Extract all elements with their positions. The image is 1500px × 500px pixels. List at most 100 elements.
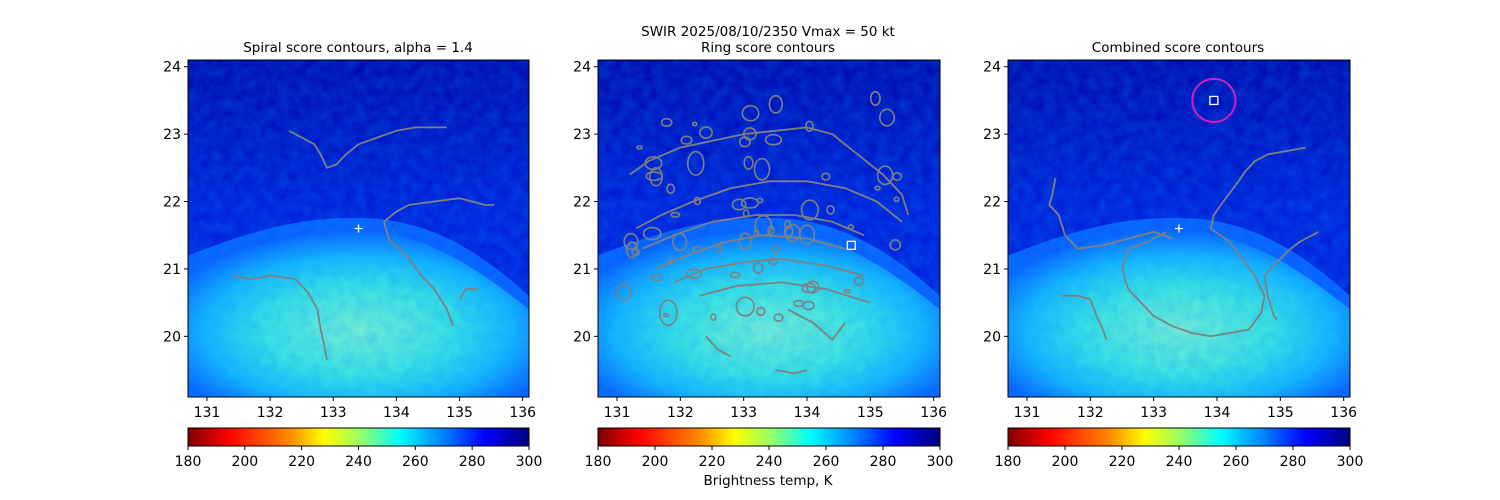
contour-blob — [821, 172, 831, 181]
x-axis-ticks: 131 132 133 134 135 136 — [604, 397, 947, 421]
colorbar-tick-label: 280 — [1280, 454, 1307, 470]
contour-blob — [680, 135, 693, 145]
x-tick-label: 133 — [320, 405, 347, 421]
contour-line — [635, 180, 903, 230]
plot-area — [187, 59, 530, 398]
contour-blob — [893, 196, 900, 203]
colorbar-tick-label: 260 — [813, 454, 840, 470]
panel-title: Spiral score contours, alpha = 1.4 — [243, 40, 473, 56]
x-tick-label: 135 — [1267, 405, 1294, 421]
contour-blob — [825, 205, 835, 215]
colorbar-tick-label: 220 — [1109, 454, 1136, 470]
y-tick-label: 21 — [983, 262, 1001, 278]
contour-blob — [741, 104, 760, 122]
contour-line — [1121, 146, 1306, 338]
contour-blob — [752, 262, 764, 274]
contour-blob — [843, 288, 852, 294]
contour-line — [1263, 231, 1319, 321]
x-tick-label: 131 — [194, 405, 221, 421]
contour-line — [288, 126, 447, 169]
y-tick-label: 24 — [573, 60, 591, 76]
contour-blob — [874, 185, 881, 191]
center-marker-plus — [354, 224, 363, 233]
colorbar-label: Brightness temp, K — [704, 473, 834, 489]
contour-blob — [668, 257, 675, 265]
contour-blob — [853, 276, 865, 286]
contour-blob — [806, 280, 820, 294]
x-tick-label: 133 — [730, 405, 757, 421]
colorbar-tick-label: 180 — [995, 454, 1022, 470]
contour-blob — [729, 271, 741, 279]
colorbar-tick-label: 280 — [870, 454, 897, 470]
x-tick-label: 134 — [383, 405, 410, 421]
x-tick-label: 131 — [604, 405, 631, 421]
contour-blob — [798, 224, 816, 245]
x-tick-label: 132 — [667, 405, 694, 421]
contour-line — [775, 369, 808, 375]
y-tick-label: 21 — [163, 262, 181, 278]
center-marker-square — [1209, 95, 1219, 106]
y-axis-ticks: 20 21 22 23 24 — [573, 60, 598, 345]
y-tick-label: 23 — [983, 127, 1001, 143]
contour-blob — [784, 219, 792, 230]
colorbar-tick-label: 280 — [459, 454, 486, 470]
contour-line — [1061, 295, 1108, 340]
contour-blob — [889, 239, 902, 251]
colorbar: 180 200 220 240 260 280 300 — [175, 427, 543, 470]
plot-frame — [187, 59, 530, 398]
plot-area — [1007, 59, 1351, 398]
contour-blob — [662, 313, 670, 318]
contour-blob — [698, 126, 713, 139]
colorbar-tick-label: 240 — [345, 454, 372, 470]
contour-blob — [753, 157, 771, 181]
contour-line — [705, 335, 732, 358]
contour-blob — [743, 155, 754, 170]
colorbar-tick-label: 200 — [1052, 454, 1079, 470]
y-tick-label: 23 — [573, 127, 591, 143]
contour-blob — [642, 226, 662, 241]
contour-blob — [756, 306, 766, 317]
colorbar-tick-label: 200 — [231, 454, 258, 470]
contour-blob — [772, 245, 781, 255]
x-tick-label: 131 — [1014, 405, 1041, 421]
y-tick-label: 24 — [983, 60, 1001, 76]
colorbar: 180 200 220 240 260 280 300 — [995, 427, 1364, 470]
colorbar-tick-label: 300 — [516, 454, 543, 470]
contour-blob — [710, 313, 717, 321]
contour-blob — [716, 244, 723, 254]
y-tick-label: 20 — [163, 329, 181, 345]
contour-blob — [801, 282, 817, 294]
y-axis-ticks: 20 21 22 23 24 — [163, 60, 188, 345]
center-marker-circle — [1191, 77, 1237, 124]
y-tick-label: 22 — [573, 195, 591, 211]
x-tick-label: 132 — [257, 405, 284, 421]
y-tick-label: 22 — [983, 195, 1001, 211]
contour-blob — [754, 214, 773, 237]
plot-frame — [1007, 59, 1351, 398]
contour-line — [629, 126, 910, 216]
contour-blob — [743, 127, 757, 141]
contour-blob — [686, 150, 705, 176]
plot-frame — [597, 59, 941, 398]
x-axis-ticks: 131 132 133 134 135 136 — [1014, 397, 1357, 421]
y-tick-label: 24 — [163, 60, 181, 76]
contour-blob — [742, 209, 750, 218]
contour-blob — [731, 198, 747, 211]
y-tick-label: 21 — [573, 262, 591, 278]
contour-blob — [649, 167, 663, 187]
colorbar-tick-label: 300 — [1337, 454, 1364, 470]
contour-blob — [847, 224, 855, 230]
y-tick-label: 22 — [163, 195, 181, 211]
x-tick-label: 134 — [794, 405, 821, 421]
x-tick-label: 135 — [857, 405, 884, 421]
y-tick-label: 23 — [163, 127, 181, 143]
contour-blob — [650, 273, 663, 282]
contour-blob — [692, 245, 703, 253]
contour-blob — [666, 183, 676, 195]
colorbar-tick-label: 260 — [402, 454, 429, 470]
contour-blob — [768, 94, 784, 114]
x-tick-label: 135 — [446, 405, 473, 421]
center-marker-plus — [1175, 224, 1183, 233]
colorbar-tick-label: 200 — [642, 454, 669, 470]
